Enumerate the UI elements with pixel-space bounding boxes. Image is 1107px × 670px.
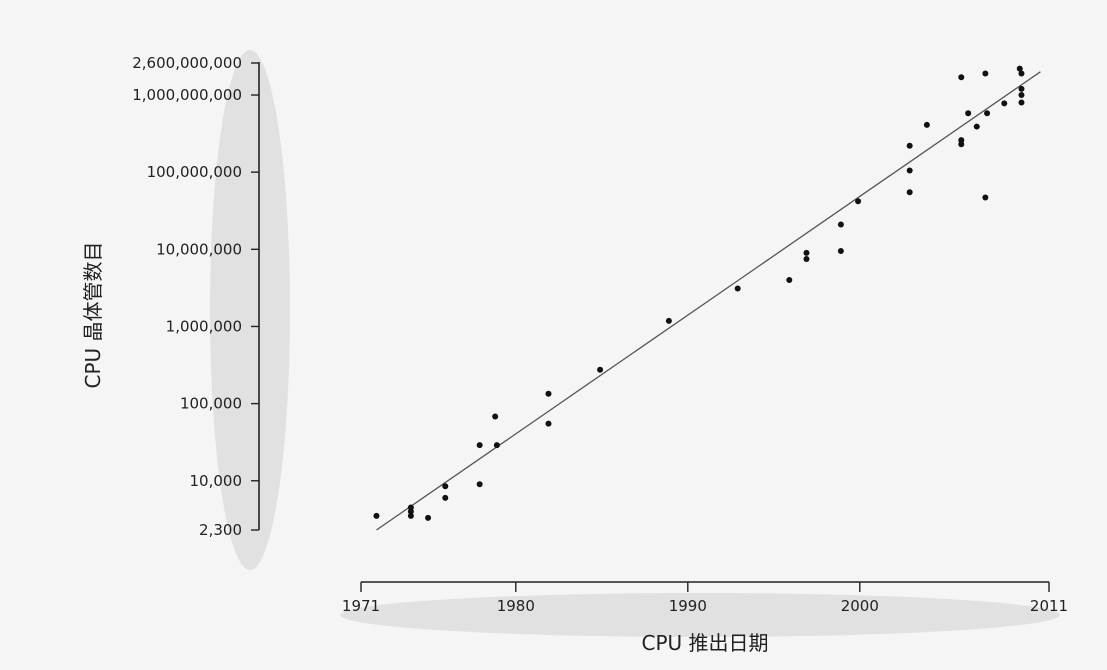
data-point (407, 508, 414, 515)
x-axis: 1971 1980 1990 2000 2011 (342, 581, 1068, 615)
data-point (982, 70, 989, 77)
data-point (958, 141, 965, 148)
background-shadows (210, 50, 1060, 637)
data-point (442, 483, 449, 490)
data-point (425, 514, 432, 521)
data-point (373, 512, 380, 519)
data-point (973, 123, 980, 130)
data-point (958, 74, 965, 81)
x-tick-label: 2000 (841, 597, 879, 615)
y-tick-label: 100,000 (180, 395, 242, 413)
x-ticks: 1971 1980 1990 2000 2011 (342, 582, 1068, 615)
data-point (1018, 85, 1025, 92)
y-tick-label: 2,600,000,000 (132, 54, 242, 72)
data-point (493, 442, 500, 449)
data-point (906, 189, 913, 196)
y-tick-label: 10,000,000 (156, 240, 242, 258)
data-point (906, 167, 913, 174)
data-point (1018, 70, 1025, 77)
x-tick-label: 2011 (1030, 597, 1068, 615)
data-point (597, 366, 604, 373)
data-point (837, 221, 844, 228)
trend-line (376, 71, 1041, 531)
data-point (982, 194, 989, 201)
y-axis: 2,300 10,000 100,000 1,000,000 10,000,000 100… (132, 54, 260, 539)
x-tick-label: 1980 (497, 597, 535, 615)
x-tick-label: 1971 (342, 597, 380, 615)
data-point (837, 248, 844, 255)
data-point (407, 512, 414, 519)
data-point (984, 110, 991, 117)
data-points (373, 65, 1025, 521)
data-point (665, 317, 672, 324)
data-point (803, 249, 810, 256)
y-tick-label: 1,000,000,000 (132, 86, 242, 104)
x-axis-title: CPU 推出日期 (641, 631, 768, 655)
data-point (476, 442, 483, 449)
data-point (734, 285, 741, 292)
data-point (1016, 65, 1023, 72)
y-tick-label: 2,300 (199, 521, 242, 539)
y-tick-label: 10,000 (190, 472, 243, 490)
data-point (492, 413, 499, 420)
data-point (965, 110, 972, 117)
data-point (906, 142, 913, 149)
y-tick-label: 100,000,000 (147, 163, 242, 181)
data-point (442, 494, 449, 501)
data-point (803, 255, 810, 262)
data-point (1001, 100, 1008, 107)
data-point (958, 137, 965, 144)
x-tick-label: 1990 (669, 597, 707, 615)
y-ticks: 2,300 10,000 100,000 1,000,000 10,000,000 100… (132, 54, 259, 539)
data-point (476, 481, 483, 488)
data-point (545, 390, 552, 397)
y-axis-title: CPU 晶体管数目 (81, 241, 105, 388)
data-point (545, 420, 552, 427)
data-point (1018, 92, 1025, 99)
y-tick-label: 1,000,000 (166, 317, 242, 335)
data-point (786, 277, 793, 284)
data-point (923, 121, 930, 128)
data-point (855, 198, 862, 205)
data-point (1018, 99, 1025, 106)
